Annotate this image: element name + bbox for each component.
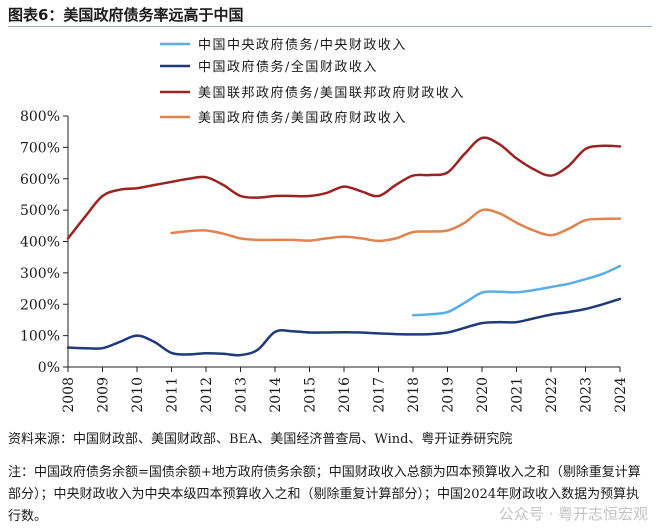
legend-label: 中国中央政府债务/中央财政收入 — [198, 37, 407, 53]
x-tick-label: 2022 — [544, 377, 560, 413]
chart-title: 图表6：美国政府债务率远高于中国 — [8, 6, 244, 24]
chart-axes: 0% 100% 200% 300% 400% 500% 600% 700% 800% 2008 20… — [20, 109, 629, 413]
chart-series — [66, 136, 622, 357]
x-tick-label: 2009 — [96, 377, 112, 413]
y-tick-label: 800% — [20, 109, 60, 125]
series-china-total-line — [66, 297, 622, 357]
title-divider — [8, 26, 652, 27]
y-tick-label: 600% — [20, 172, 60, 188]
x-tick-label: 2016 — [337, 377, 353, 413]
y-tick-label: 700% — [20, 140, 60, 156]
x-tick-label: 2019 — [441, 377, 457, 413]
x-tick-label: 2017 — [372, 377, 388, 413]
x-tick-label: 2013 — [234, 377, 250, 413]
x-tick-label: 2021 — [510, 377, 526, 413]
legend-label: 中国政府债务/全国财政收入 — [198, 59, 378, 75]
x-tick-label: 2020 — [475, 377, 491, 413]
x-tick-label: 2015 — [303, 377, 319, 413]
legend-label: 美国联邦政府债务/美国联邦政府财政收入 — [198, 85, 465, 101]
y-tick-label: 0% — [38, 360, 60, 376]
watermark: 公众号 · 粤开志恒宏观 — [498, 505, 648, 523]
y-tick-label: 100% — [20, 329, 60, 345]
y-tick-label: 400% — [20, 235, 60, 251]
x-tick-label: 2018 — [406, 377, 422, 413]
x-tick-label: 2014 — [268, 377, 284, 413]
footnote: 注：中国政府债务余额=国债余额+地方政府债务余额；中国财政收入总额为四本预算收入… — [8, 465, 641, 524]
legend-label: 美国政府债务/美国政府财政收入 — [198, 110, 407, 126]
x-tick-label: 2008 — [61, 377, 77, 413]
series-us-federal-line — [66, 136, 622, 240]
series-us-government-line — [170, 208, 622, 243]
chart: 0% 100% 200% 300% 400% 500% 600% 700% 800% 2008 20… — [20, 37, 629, 413]
x-tick-label: 2011 — [165, 377, 181, 413]
series-china-central-line — [411, 264, 622, 317]
x-tick-label: 2010 — [130, 377, 146, 413]
x-tick-label: 2023 — [579, 377, 595, 413]
x-tick-label: 2012 — [199, 377, 215, 413]
y-tick-label: 500% — [20, 203, 60, 219]
y-tick-label: 300% — [20, 266, 60, 282]
chart-legend: 中国中央政府债务/中央财政收入中国政府债务/全国财政收入美国联邦政府债务/美国联… — [160, 37, 465, 126]
x-tick-label: 2024 — [613, 377, 629, 413]
y-tick-label: 200% — [20, 297, 60, 313]
source-note: 资料来源：中国财政部、美国财政部、BEA、美国经济普查局、Wind、粤开证券研究… — [8, 432, 513, 447]
